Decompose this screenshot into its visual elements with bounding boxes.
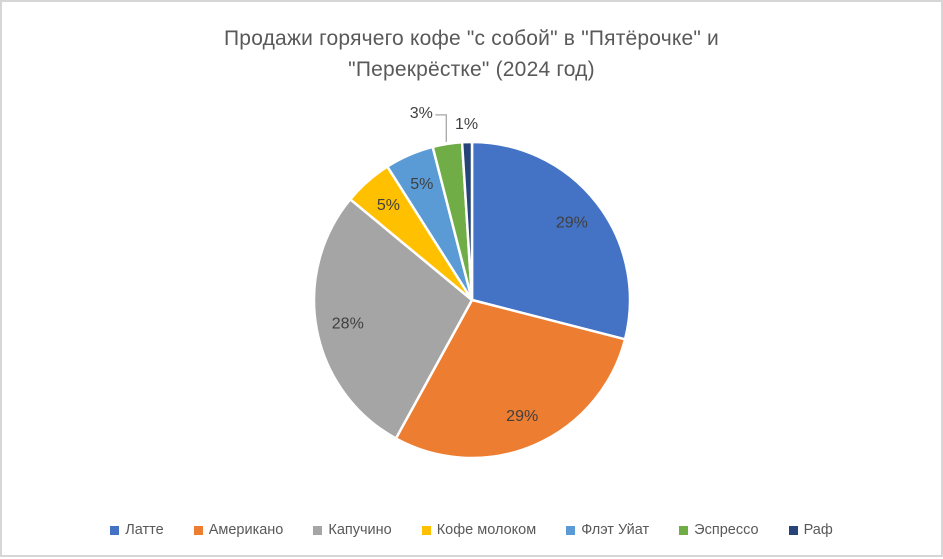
slice-percent-label-6: 1%	[455, 116, 478, 133]
slice-percent-label-2: 28%	[332, 316, 364, 333]
slice-percent-label-3: 5%	[377, 197, 400, 214]
legend-item-1: Американо	[193, 522, 284, 538]
legend-swatch-4	[566, 525, 576, 535]
legend-label-6: Раф	[803, 522, 833, 538]
legend-swatch-5	[679, 525, 689, 535]
pie-slice-0	[470, 140, 632, 341]
legend-label-0: Латте	[125, 522, 164, 538]
legend-label-3: Кофе молоком	[436, 522, 537, 538]
legend-label-2: Капучино	[328, 522, 392, 538]
legend-item-0: Латте	[110, 522, 164, 538]
legend-item-2: Капучино	[313, 522, 392, 538]
legend-item-4: Флэт Уйат	[566, 522, 649, 538]
slice-percent-label-0: 29%	[556, 215, 588, 232]
legend-swatch-6	[788, 525, 798, 535]
legend-item-5: Эспрессо	[679, 522, 759, 538]
chart-legend: Латте Американо Капучино Кофе молоком Флэт У…	[2, 522, 941, 538]
legend-item-3: Кофе молоком	[421, 522, 537, 538]
slice-percent-label-1: 29%	[506, 408, 538, 425]
legend-label-1: Американо	[208, 522, 284, 538]
pie-slice-1	[394, 298, 627, 460]
pie-slice-6	[460, 140, 474, 302]
chart-title: Продажи горячего кофе "с собой" в "Пятёр…	[2, 23, 941, 85]
chart-title-line-2: "Перекрёстке" (2024 год)	[348, 58, 595, 81]
legend-swatch-0	[110, 525, 120, 535]
legend-label-4: Флэт Уйат	[581, 522, 650, 538]
slice-percent-label-5: 3%	[410, 105, 433, 122]
pie-slice-2	[312, 198, 474, 440]
legend-swatch-2	[313, 525, 323, 535]
label-leader-line	[435, 114, 447, 142]
chart-title-line-1: Продажи горячего кофе "с собой" в "Пятёр…	[224, 27, 719, 50]
legend-swatch-3	[421, 525, 431, 535]
legend-item-6: Раф	[788, 522, 833, 538]
legend-label-5: Эспрессо	[694, 522, 759, 538]
slice-percent-label-4: 5%	[410, 176, 433, 193]
legend-swatch-1	[193, 525, 203, 535]
